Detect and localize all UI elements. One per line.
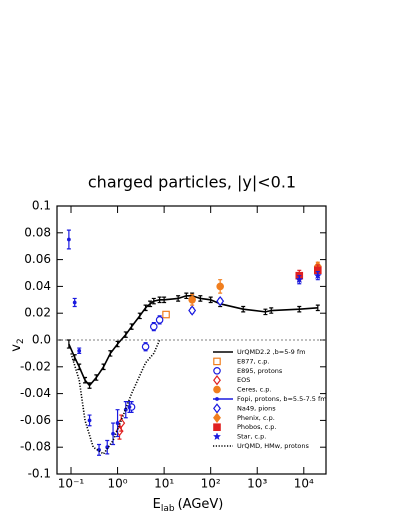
legend-label: Na49, pions <box>237 404 276 412</box>
error-bar <box>148 300 153 308</box>
marker <box>188 305 197 316</box>
error-bar <box>87 382 92 389</box>
y-tick-label: 0.0 <box>32 333 51 347</box>
marker <box>213 403 221 414</box>
error-bar <box>269 307 274 314</box>
marker <box>215 397 219 401</box>
marker <box>213 375 221 386</box>
x-tick-label: 10¹ <box>154 477 174 491</box>
marker <box>141 342 150 351</box>
x-tick-label: 10⁰ <box>108 477 128 491</box>
x-label-unit: (AGeV) <box>178 497 224 512</box>
marker <box>188 295 196 304</box>
marker <box>77 348 82 353</box>
error-bar <box>176 295 181 302</box>
marker <box>115 421 120 425</box>
y-tick-label: 0.08 <box>24 225 51 239</box>
error-bar <box>315 304 320 312</box>
y-tick-label: 0.02 <box>24 306 51 320</box>
x-label-main: E <box>153 497 161 512</box>
error-bar <box>137 312 142 320</box>
y-label-sub: 2 <box>16 338 26 344</box>
marker <box>162 310 170 319</box>
error-bar <box>101 363 106 371</box>
error-bar <box>241 305 246 313</box>
y-label-main: v <box>9 344 24 352</box>
marker <box>216 282 224 291</box>
marker <box>213 423 221 432</box>
x-label-sub: lab <box>161 504 175 514</box>
marker <box>213 366 221 375</box>
error-bar <box>123 331 128 338</box>
error-bar <box>151 297 156 305</box>
error-bar <box>263 308 268 316</box>
x-tick-label: 10³ <box>247 477 267 491</box>
error-bar <box>94 374 99 381</box>
y-tick-label: -0.04 <box>20 386 51 400</box>
y-axis-label: v2 <box>9 338 26 351</box>
legend-label: E877, c.p. <box>237 357 269 365</box>
marker <box>72 300 77 305</box>
x-tick-label: 10² <box>201 477 221 491</box>
marker <box>295 275 304 284</box>
error-bar <box>108 350 113 357</box>
error-bar <box>129 323 134 330</box>
y-tick-label: 0.1 <box>32 199 51 213</box>
marker <box>213 385 221 394</box>
legend-label: EOS <box>237 376 250 384</box>
legend-label: Phobos, c.p. <box>237 423 276 431</box>
series-line <box>68 294 318 387</box>
y-tick-label: -0.02 <box>20 359 51 373</box>
y-tick-label: 0.06 <box>24 252 51 266</box>
series-line <box>70 339 161 455</box>
error-bar <box>72 354 77 361</box>
marker <box>216 295 225 307</box>
y-tick-label: -0.1 <box>28 467 51 481</box>
error-bar <box>66 339 71 349</box>
legend-label: UrQMD, HMw, protons <box>237 442 310 450</box>
legend-label: E895, protons <box>237 367 283 375</box>
y-tick-label: -0.08 <box>20 440 51 454</box>
y-tick-label: 0.04 <box>24 279 51 293</box>
legend-label: Phenix, c.p. <box>237 414 275 422</box>
marker <box>111 431 115 436</box>
legend-label: Fopi, protons, b=5.5-7.5 fm <box>237 395 327 403</box>
error-bar <box>208 296 213 304</box>
marker <box>213 357 221 366</box>
marker <box>87 418 92 423</box>
marker <box>213 412 221 423</box>
x-tick-label: 10⁻¹ <box>58 477 85 491</box>
error-bar <box>77 363 82 371</box>
legend-label: Ceres, c.p. <box>237 386 271 394</box>
error-bar <box>83 376 88 384</box>
error-bar <box>162 296 167 304</box>
marker <box>149 322 158 331</box>
x-axis-label: Elab (AGeV) <box>153 497 224 514</box>
marker <box>66 237 71 242</box>
marker <box>212 432 222 441</box>
error-bar <box>198 295 203 302</box>
marker <box>117 417 126 429</box>
marker <box>313 271 322 280</box>
error-bar <box>143 304 148 312</box>
error-bar <box>115 340 120 348</box>
marker <box>127 405 132 409</box>
y-tick-label: -0.06 <box>20 413 51 427</box>
error-bar <box>157 296 162 304</box>
error-bar <box>184 292 189 300</box>
marker <box>155 316 164 324</box>
error-bar <box>297 305 302 313</box>
legend-label: Star, c.p. <box>237 433 266 441</box>
x-tick-label: 10⁴ <box>294 477 314 491</box>
chart-title: charged particles, |y|<0.1 <box>88 173 296 192</box>
legend-label: UrQMD2.2 ,b=5-9 fm <box>237 348 306 356</box>
